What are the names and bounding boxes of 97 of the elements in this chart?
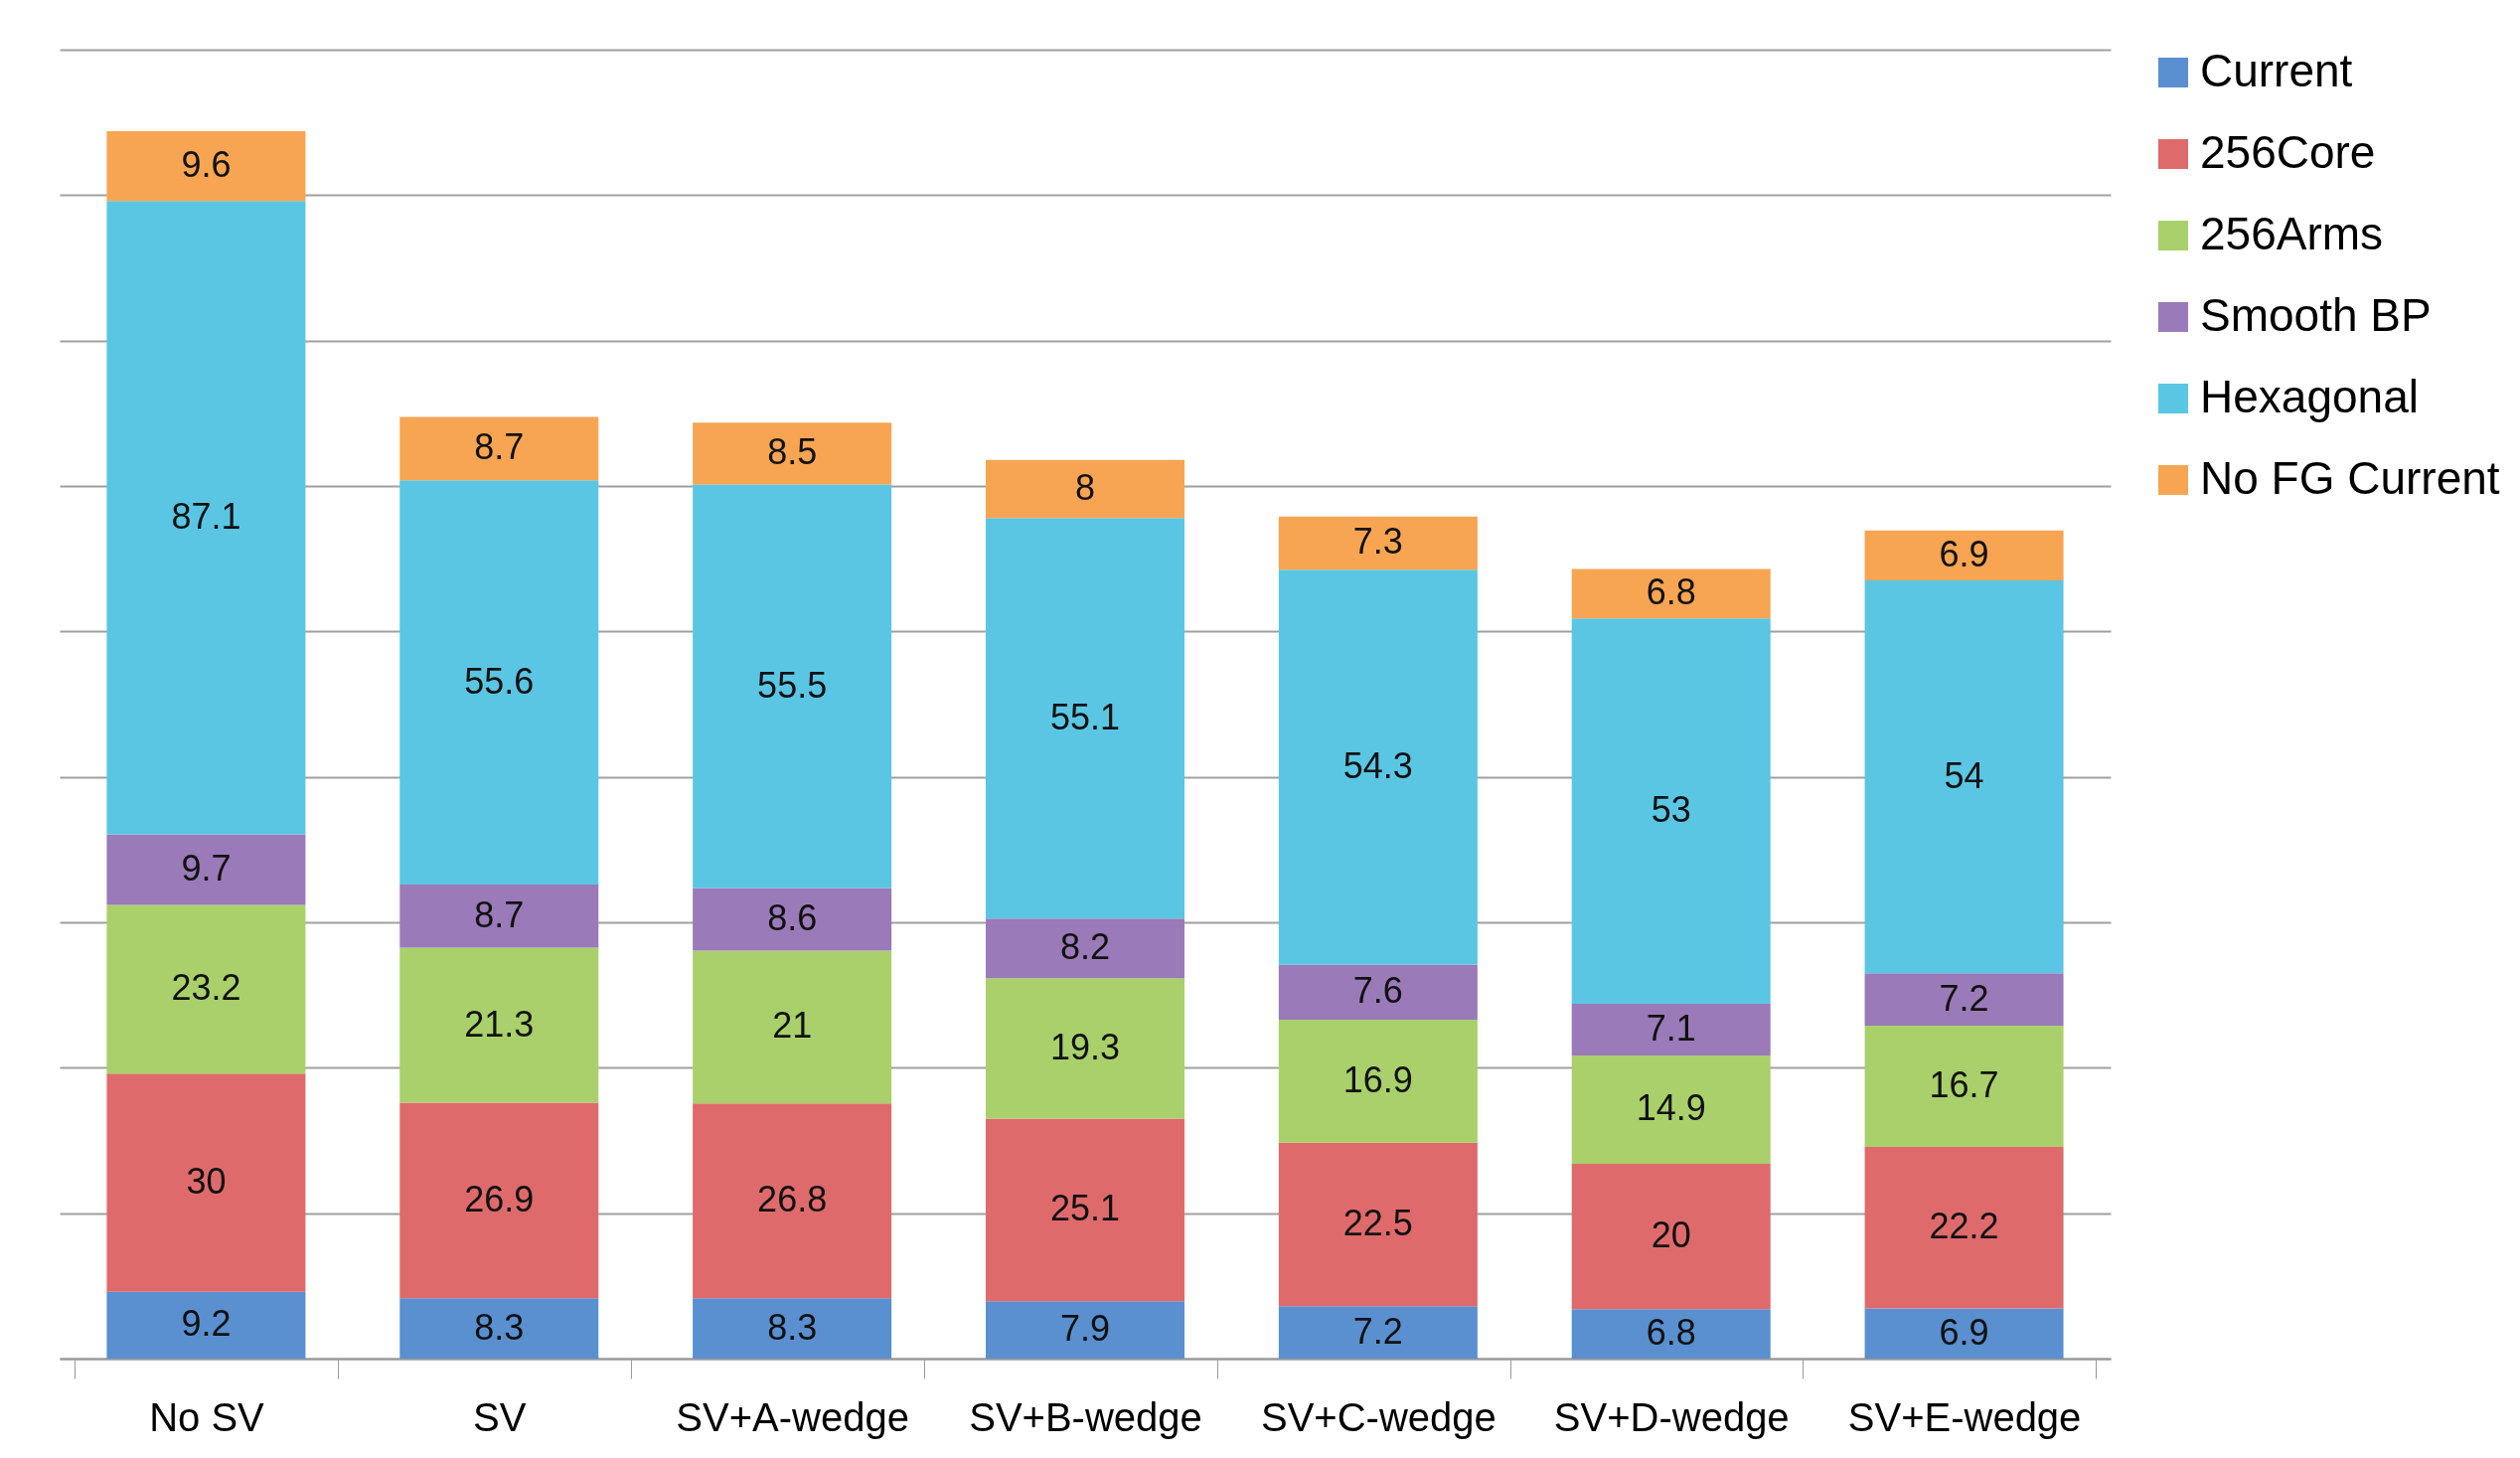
bar: [399, 884, 599, 948]
data-label: 16.9: [1342, 1058, 1413, 1100]
data-label: 21.3: [464, 1003, 535, 1045]
data-label: 22.5: [1342, 1203, 1413, 1244]
x-tick-label: SV: [473, 1394, 527, 1439]
data-label: 8.3: [767, 1306, 818, 1348]
bar: [106, 904, 306, 1074]
data-label: 7.6: [1352, 970, 1403, 1012]
bar: [693, 484, 892, 889]
data-label: 20: [1651, 1215, 1691, 1256]
bar: [1278, 964, 1478, 1021]
data-label: 54: [1944, 754, 1984, 796]
bar: [399, 480, 599, 885]
data-label: 23.2: [171, 967, 241, 1009]
data-label: 22.2: [1929, 1206, 1999, 1247]
data-label: 53: [1651, 789, 1691, 831]
data-label: 21: [772, 1005, 813, 1047]
data-label: 7.1: [1646, 1007, 1696, 1049]
bar: [106, 201, 306, 835]
data-label: 7.2: [1939, 977, 1989, 1019]
bar: [1278, 1020, 1478, 1143]
bar: [693, 888, 892, 951]
legend-label: Smooth BP: [2200, 289, 2432, 341]
data-label: 7.3: [1352, 521, 1403, 563]
bar: [693, 950, 892, 1104]
x-tick-label: SV+C-wedge: [1260, 1394, 1496, 1439]
bar: [1278, 516, 1478, 570]
data-label: 25.1: [1049, 1188, 1121, 1229]
data-label: 8.2: [1059, 926, 1111, 968]
bar: [106, 834, 306, 905]
data-label: 19.3: [1049, 1026, 1121, 1067]
data-label: 8.3: [474, 1306, 525, 1348]
bar: [1571, 618, 1771, 1004]
data-label: 30: [186, 1160, 227, 1202]
legend-label: 256Arms: [2200, 208, 2384, 259]
data-label: 6.8: [1646, 1312, 1696, 1354]
data-label: 6.8: [1646, 571, 1696, 613]
bar: [1571, 1054, 1771, 1164]
data-label: 87.1: [171, 495, 241, 537]
bar: [1278, 1142, 1478, 1307]
legend-label: No FG Current: [2200, 452, 2500, 504]
bar: [106, 130, 306, 202]
bar: [399, 1298, 599, 1359]
x-tick-label: SV+B-wedge: [969, 1394, 1202, 1439]
data-label: 16.7: [1929, 1063, 1999, 1105]
x-tick-label: No SV: [149, 1394, 265, 1439]
bar: [399, 947, 599, 1103]
bar: [1864, 1308, 2064, 1359]
bar: [1571, 1163, 1771, 1310]
bar: [986, 1118, 1184, 1302]
data-label: 55.5: [757, 664, 828, 706]
data-label: 9.2: [181, 1303, 232, 1345]
bar: [693, 1298, 892, 1359]
data-label: 7.2: [1352, 1310, 1403, 1352]
x-tick-label: SV+E-wedge: [1847, 1394, 2082, 1439]
bar: [693, 422, 892, 485]
x-tick-label: SV+D-wedge: [1553, 1394, 1790, 1439]
bar: [1864, 1025, 2064, 1148]
data-label: 8.5: [767, 431, 818, 473]
legend-label: Hexagonal: [2200, 371, 2419, 422]
data-label: 6.9: [1939, 533, 1989, 574]
bar: [693, 1103, 892, 1299]
bar: [1864, 973, 2064, 1026]
bar: [1278, 569, 1478, 965]
bar: [986, 459, 1184, 519]
bar: [1864, 530, 2064, 581]
data-label: 7.9: [1059, 1308, 1111, 1350]
data-label: 8: [1074, 466, 1096, 508]
bar: [1571, 1003, 1771, 1055]
data-label: 8.7: [474, 893, 525, 935]
bar: [986, 518, 1184, 919]
bar: [1864, 1147, 2064, 1309]
x-tick-label: SV+A-wedge: [676, 1394, 909, 1439]
data-label: 55.1: [1049, 696, 1121, 737]
data-label: 8.6: [767, 897, 818, 939]
bar: [986, 918, 1184, 979]
data-label: 54.3: [1342, 744, 1413, 786]
data-label: 26.9: [464, 1178, 535, 1219]
bar: [986, 1301, 1184, 1359]
legend-label: 256Core: [2200, 126, 2376, 178]
bar: [1571, 1309, 1771, 1359]
data-label: 9.6: [181, 144, 232, 186]
bar: [1278, 1306, 1478, 1359]
bar: [399, 1102, 599, 1299]
data-label: 6.9: [1939, 1311, 1989, 1353]
data-label: 14.9: [1636, 1087, 1706, 1129]
bar: [106, 1291, 306, 1359]
bar: [106, 1073, 306, 1292]
legend-label: Current: [2200, 45, 2353, 96]
bar: [1864, 580, 2064, 974]
bar: [986, 978, 1184, 1119]
bar: [1571, 568, 1771, 619]
data-label: 55.6: [464, 660, 535, 702]
bar: [399, 416, 599, 481]
data-label: 26.8: [757, 1179, 828, 1220]
data-label: 8.7: [474, 426, 525, 468]
data-label: 9.7: [181, 847, 232, 889]
